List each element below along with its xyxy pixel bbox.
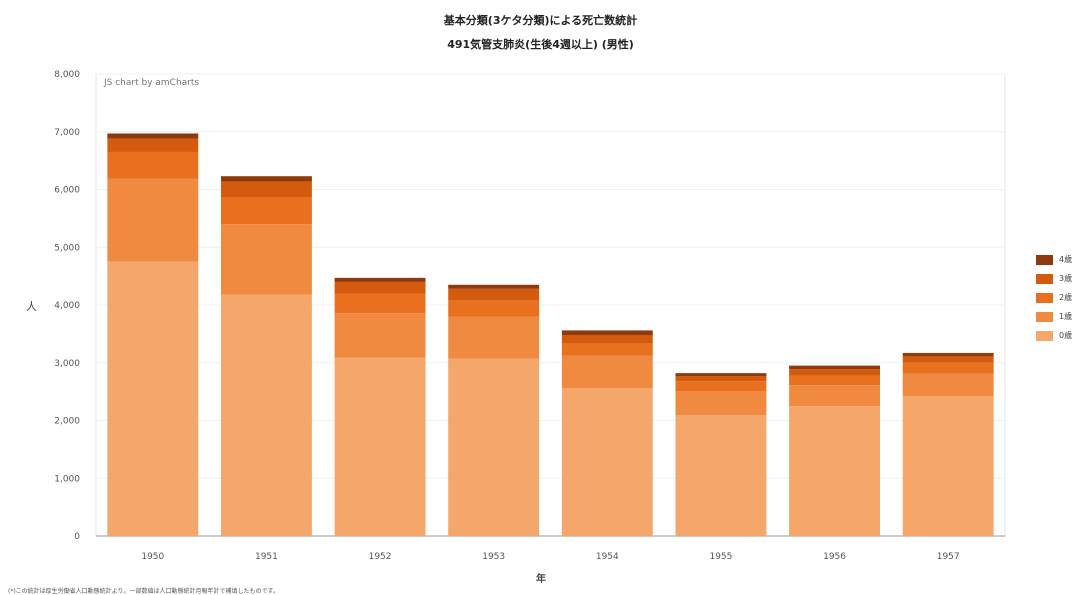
bar-segment[interactable]	[675, 381, 767, 392]
bar-segment[interactable]	[107, 138, 199, 152]
bar-segment[interactable]	[220, 176, 312, 182]
legend-label: 3歳	[1059, 274, 1073, 283]
bar-segment[interactable]	[220, 294, 312, 536]
legend: 4歳 3歳 2歳 1歳 0歳	[1036, 250, 1072, 345]
chart-subtitle: 491気管支肺炎(生後4週以上) (男性)	[447, 38, 634, 51]
bar-segment[interactable]	[675, 391, 767, 416]
bar-segment[interactable]	[561, 355, 653, 389]
y-tick-label: 7,000	[54, 128, 80, 138]
x-axis-label: 年	[536, 574, 546, 585]
chart-title: 基本分類(3ケタ分類)による死亡数統計	[443, 14, 638, 27]
bar-segment[interactable]	[902, 352, 994, 357]
x-tick-label: 1953	[482, 552, 505, 562]
y-tick-label: 6,000	[54, 186, 80, 196]
bar-segment[interactable]	[334, 313, 426, 358]
x-tick-label: 1952	[369, 552, 392, 562]
bar-segment[interactable]	[902, 362, 994, 374]
legend-item[interactable]: 0歳	[1036, 326, 1072, 345]
bar-segment[interactable]	[789, 369, 881, 376]
bar-segment[interactable]	[789, 375, 881, 386]
chart-credit-link[interactable]: JS chart by amCharts	[104, 78, 200, 88]
y-tick-label: 0	[74, 532, 80, 542]
bar-segment[interactable]	[334, 277, 426, 282]
bar-segment[interactable]	[789, 385, 881, 407]
legend-label: 2歳	[1059, 293, 1073, 302]
x-tick-label: 1955	[709, 552, 732, 562]
bar-segment[interactable]	[675, 376, 767, 382]
y-tick-label: 1,000	[54, 474, 80, 484]
y-tick-label: 5,000	[54, 243, 80, 253]
legend-label: 1歳	[1059, 312, 1073, 321]
bar-segment[interactable]	[902, 373, 994, 397]
x-tick-label: 1957	[937, 552, 960, 562]
bar-segment[interactable]	[675, 373, 767, 377]
legend-item[interactable]: 2歳	[1036, 288, 1072, 307]
y-tick-label: 3,000	[54, 359, 80, 369]
bar-segment[interactable]	[448, 316, 540, 359]
bar-segment[interactable]	[107, 151, 199, 179]
legend-item[interactable]: 1歳	[1036, 307, 1072, 326]
bar-segment[interactable]	[334, 281, 426, 294]
bar-segment[interactable]	[107, 261, 199, 536]
bar-segment[interactable]	[789, 365, 881, 370]
y-tick-label: 2,000	[54, 417, 80, 427]
bar-segment[interactable]	[561, 343, 653, 356]
y-tick-label: 8,000	[54, 70, 80, 80]
bar-segment[interactable]	[448, 358, 540, 536]
bar-segment[interactable]	[448, 284, 540, 289]
bar-segment[interactable]	[334, 293, 426, 314]
legend-swatch	[1036, 330, 1053, 341]
bar-segment[interactable]	[789, 406, 881, 536]
legend-label: 0歳	[1059, 331, 1073, 340]
legend-swatch	[1036, 292, 1053, 303]
legend-item[interactable]: 4歳	[1036, 250, 1072, 269]
bar-segment[interactable]	[675, 415, 767, 536]
bar-segment[interactable]	[448, 300, 540, 317]
x-tick-label: 1954	[596, 552, 619, 562]
legend-swatch	[1036, 273, 1053, 284]
x-tick-label: 1950	[141, 552, 164, 562]
legend-swatch	[1036, 311, 1053, 322]
bar-segment[interactable]	[448, 288, 540, 301]
bar-segment[interactable]	[220, 224, 312, 295]
bar-segment[interactable]	[561, 388, 653, 536]
x-tick-label: 1951	[255, 552, 278, 562]
bar-segment[interactable]	[220, 181, 312, 198]
bar-segment[interactable]	[220, 197, 312, 225]
legend-label: 4歳	[1059, 255, 1073, 264]
bar-segment[interactable]	[902, 396, 994, 536]
legend-item[interactable]: 3歳	[1036, 269, 1072, 288]
footnote: (*)この統計は厚生労働省人口動態統計より。一部数値は人口動態統計月報年計で補填…	[8, 588, 279, 595]
bar-segment[interactable]	[334, 357, 426, 536]
bar-segment[interactable]	[561, 335, 653, 344]
bar-segment[interactable]	[107, 133, 199, 139]
bar-segment[interactable]	[902, 356, 994, 363]
bar-segment[interactable]	[561, 330, 653, 336]
x-tick-label: 1956	[823, 552, 846, 562]
bar-segment[interactable]	[107, 178, 199, 262]
legend-swatch	[1036, 254, 1053, 265]
y-axis-label: 人	[26, 300, 37, 313]
y-tick-label: 4,000	[54, 301, 80, 311]
